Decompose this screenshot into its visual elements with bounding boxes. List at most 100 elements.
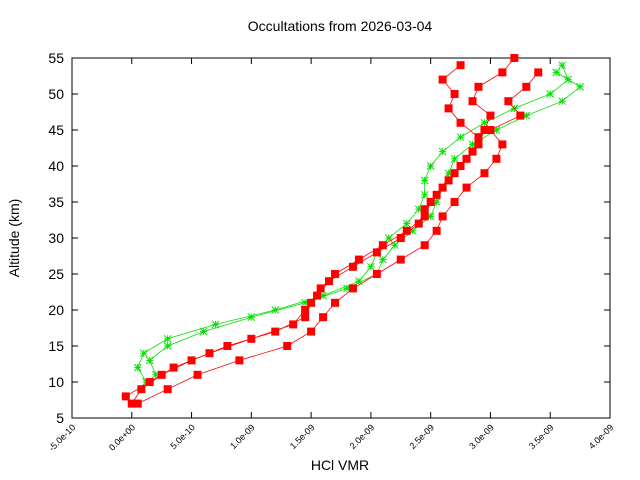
data-point	[283, 342, 292, 350]
data-point	[504, 97, 513, 106]
square-marker	[438, 75, 447, 84]
square-marker	[456, 61, 465, 70]
star-stroke	[438, 147, 447, 156]
data-point	[420, 205, 429, 214]
star-stroke	[576, 82, 584, 91]
data-point	[456, 118, 465, 127]
data-point	[402, 219, 411, 228]
data-point	[486, 126, 495, 134]
square-marker	[137, 385, 146, 394]
x-tick-label: 2.5e-09	[407, 422, 436, 451]
data-point	[420, 212, 429, 221]
x-tick-label: 1.0e-09	[228, 422, 257, 451]
square-marker	[283, 342, 292, 350]
data-point	[163, 385, 172, 394]
square-marker	[420, 212, 429, 221]
data-point	[468, 97, 477, 106]
profile-line	[125, 64, 479, 397]
data-point	[432, 226, 441, 235]
data-point	[354, 255, 363, 264]
square-marker	[462, 183, 471, 192]
y-tick-label: 10	[48, 374, 64, 390]
square-marker	[402, 226, 411, 235]
square-marker	[313, 291, 322, 300]
square-marker	[354, 255, 363, 264]
star-stroke	[163, 334, 172, 343]
data-point	[133, 363, 142, 372]
data-point	[510, 54, 519, 62]
data-point	[480, 169, 489, 178]
data-point	[169, 363, 178, 372]
x-tick-label: 1.5e-09	[288, 422, 317, 451]
square-marker	[474, 133, 483, 142]
x-tick-label: -5.0e-10	[47, 422, 78, 453]
data-point	[450, 154, 459, 163]
data-point	[145, 356, 154, 365]
data-point	[534, 68, 543, 77]
star-stroke	[199, 327, 208, 336]
chart-title: Occultations from 2026-03-04	[248, 18, 433, 34]
y-axis-label: Altitude (km)	[6, 199, 22, 278]
y-tick-label: 15	[48, 338, 64, 354]
star-stroke	[402, 219, 411, 228]
data-point	[486, 111, 495, 120]
data-point	[137, 385, 146, 394]
data-point	[378, 255, 387, 264]
data-point	[498, 68, 507, 77]
square-marker	[378, 241, 387, 250]
square-marker	[492, 154, 501, 163]
star-stroke	[211, 320, 220, 329]
square-marker	[163, 385, 172, 394]
y-tick-label: 50	[48, 86, 64, 102]
data-point	[516, 111, 525, 120]
data-point	[438, 212, 447, 221]
profile-line	[137, 65, 569, 383]
square-marker	[474, 140, 483, 149]
y-tick-label: 35	[48, 194, 64, 210]
data-point	[420, 241, 429, 250]
data-point	[348, 262, 357, 271]
data-point	[211, 320, 220, 329]
data-point	[414, 219, 423, 228]
square-marker	[316, 284, 325, 293]
data-point	[331, 298, 340, 307]
data-point	[193, 370, 202, 379]
data-point	[420, 190, 429, 199]
data-point	[552, 68, 561, 77]
square-marker	[396, 255, 405, 264]
data-point	[247, 313, 256, 322]
star-stroke	[145, 356, 154, 365]
data-point	[301, 313, 310, 322]
square-marker	[193, 370, 202, 379]
square-marker	[169, 363, 178, 372]
data-point	[462, 183, 471, 192]
star-stroke	[378, 255, 387, 264]
star-stroke	[139, 349, 148, 358]
data-point	[456, 61, 465, 70]
star-stroke	[163, 342, 172, 350]
data-point	[450, 198, 459, 206]
star-stroke	[558, 97, 567, 106]
star-stroke	[247, 313, 256, 322]
x-tick-label: 3.0e-09	[467, 422, 496, 451]
data-point	[145, 378, 154, 386]
square-marker	[438, 212, 447, 221]
data-point	[468, 147, 477, 156]
square-marker	[444, 104, 453, 113]
x-tick-label: 2.0e-09	[348, 422, 377, 451]
data-point	[474, 133, 483, 142]
data-point	[367, 262, 375, 271]
square-marker	[307, 327, 316, 336]
data-point	[450, 90, 459, 98]
square-marker	[145, 378, 154, 386]
data-point	[432, 190, 441, 199]
square-marker	[420, 205, 429, 214]
square-marker	[348, 262, 357, 271]
data-point	[139, 349, 148, 358]
data-point	[247, 334, 256, 343]
square-marker	[331, 270, 340, 278]
profile-line	[131, 57, 515, 404]
data-point	[498, 140, 507, 149]
star-stroke	[420, 190, 429, 199]
square-marker	[319, 313, 328, 322]
